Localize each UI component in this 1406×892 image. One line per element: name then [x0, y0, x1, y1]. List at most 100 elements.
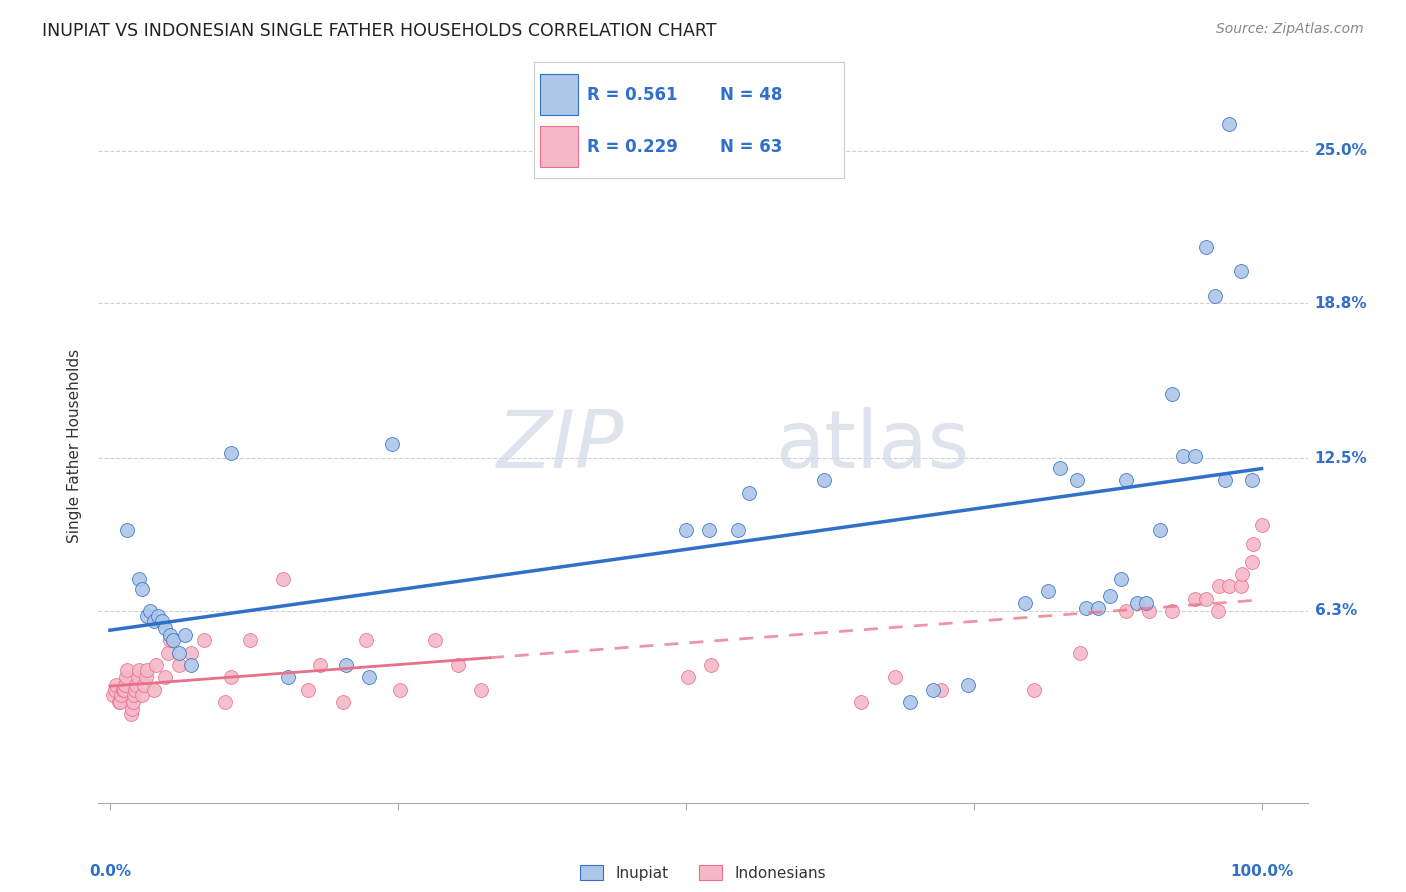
Point	[134, 678, 156, 692]
Point	[697, 523, 720, 537]
Point	[122, 695, 145, 709]
Point	[219, 446, 242, 460]
Point	[122, 688, 145, 702]
Bar	[540, 74, 578, 114]
Point	[1160, 387, 1182, 401]
Point	[110, 688, 132, 702]
Point	[1076, 601, 1098, 615]
Text: 6.3%: 6.3%	[1315, 603, 1357, 618]
Text: ZIP: ZIP	[498, 407, 624, 485]
Point	[127, 670, 149, 684]
Point	[142, 614, 165, 628]
Text: 25.0%: 25.0%	[1315, 144, 1368, 158]
Point	[277, 670, 299, 684]
Point	[956, 678, 979, 692]
Point	[1098, 589, 1121, 603]
Point	[1069, 646, 1091, 660]
Text: N = 63: N = 63	[720, 138, 782, 156]
Point	[159, 628, 181, 642]
Point	[108, 695, 131, 709]
Point	[156, 646, 179, 660]
Text: R = 0.229: R = 0.229	[586, 138, 678, 156]
Point	[1049, 461, 1071, 475]
Point	[115, 670, 138, 684]
Text: atlas: atlas	[776, 407, 970, 485]
Point	[1115, 474, 1137, 488]
Point	[308, 658, 330, 673]
Point	[1208, 579, 1230, 593]
Point	[1173, 449, 1195, 463]
Point	[1229, 579, 1251, 593]
Point	[1022, 682, 1045, 697]
Legend: Inupiat, Indonesians: Inupiat, Indonesians	[581, 865, 825, 880]
Point	[1195, 591, 1218, 606]
Point	[1126, 597, 1149, 611]
Point	[142, 682, 165, 697]
Point	[884, 670, 907, 684]
Point	[1160, 604, 1182, 618]
Point	[335, 658, 357, 673]
Point	[167, 646, 190, 660]
Point	[813, 474, 835, 488]
Point	[193, 633, 215, 648]
Point	[180, 658, 202, 673]
Bar	[540, 126, 578, 167]
Point	[1218, 579, 1240, 593]
Point	[214, 695, 236, 709]
Point	[389, 682, 412, 697]
Point	[114, 678, 136, 692]
Point	[931, 682, 953, 697]
Text: INUPIAT VS INDONESIAN SINGLE FATHER HOUSEHOLDS CORRELATION CHART: INUPIAT VS INDONESIAN SINGLE FATHER HOUS…	[42, 22, 717, 40]
Point	[898, 695, 921, 709]
Point	[155, 621, 177, 635]
Point	[110, 695, 132, 709]
Point	[167, 658, 190, 673]
Point	[104, 678, 127, 692]
Point	[239, 633, 262, 648]
Point	[1204, 289, 1226, 303]
Point	[1206, 604, 1229, 618]
Point	[159, 633, 181, 648]
Point	[115, 663, 138, 677]
Point	[103, 682, 125, 697]
Point	[700, 658, 723, 673]
Point	[676, 670, 699, 684]
Point	[470, 682, 492, 697]
Point	[131, 582, 153, 596]
Point	[128, 572, 150, 586]
Point	[131, 688, 153, 702]
Point	[139, 604, 162, 618]
Point	[121, 702, 143, 716]
Point	[1218, 117, 1240, 131]
Point	[1087, 601, 1109, 615]
Point	[1038, 584, 1060, 599]
Point	[1115, 604, 1137, 618]
Point	[297, 682, 319, 697]
Point	[135, 608, 157, 623]
Point	[124, 682, 146, 697]
Point	[1149, 523, 1171, 537]
Text: N = 48: N = 48	[720, 86, 782, 103]
Point	[1135, 597, 1157, 611]
Point	[135, 670, 157, 684]
Point	[922, 682, 945, 697]
Point	[1229, 264, 1251, 278]
Point	[727, 523, 749, 537]
Point	[1241, 474, 1264, 488]
Point	[738, 485, 761, 500]
Point	[1195, 240, 1218, 254]
Point	[155, 670, 177, 684]
Point	[1230, 566, 1253, 581]
Point	[357, 670, 380, 684]
Point	[180, 646, 202, 660]
Point	[173, 628, 195, 642]
Point	[1184, 591, 1206, 606]
Point	[1109, 572, 1132, 586]
Point	[162, 633, 184, 648]
Point	[103, 688, 125, 702]
Point	[1243, 537, 1265, 551]
Point	[1213, 474, 1236, 488]
Point	[332, 695, 354, 709]
Point	[115, 523, 138, 537]
Point	[271, 572, 294, 586]
